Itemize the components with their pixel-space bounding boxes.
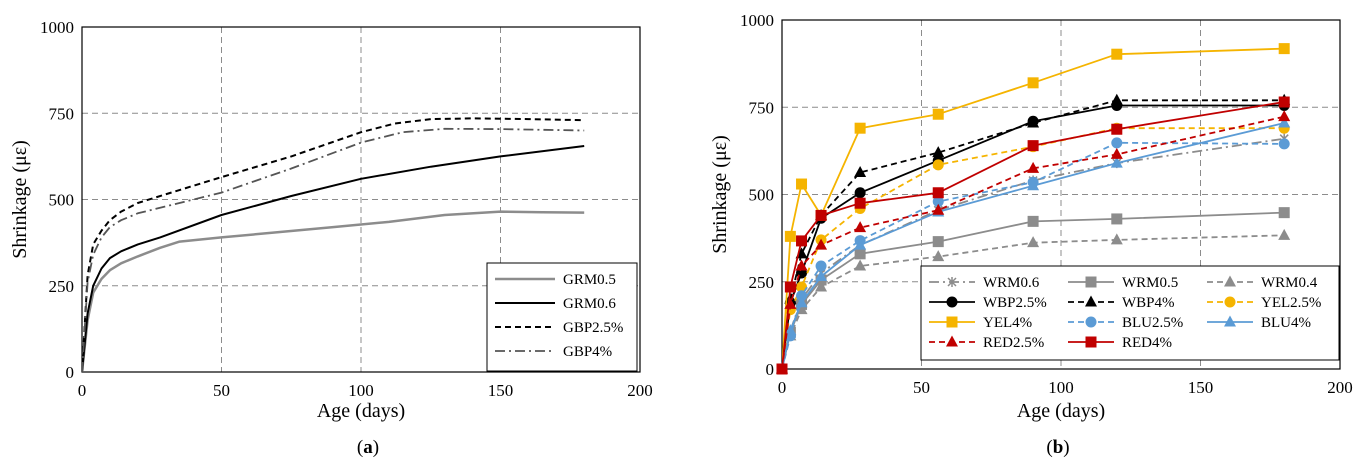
chart-panel-a: 0 50 100 150 200 0 250 500 750 1000 Age (days) Shri…: [9, 18, 653, 458]
data-point: [933, 159, 944, 170]
data-point: [816, 210, 827, 221]
data-point: [1111, 124, 1122, 135]
legend: GRM0.5 GRM0.6 GBP2.5% GBP4%: [487, 263, 637, 371]
data-point: [1279, 43, 1290, 54]
y-tick-label: 500: [749, 186, 775, 205]
data-point: [1111, 94, 1123, 105]
data-point: [777, 364, 788, 375]
legend-label: WBP2.5%: [983, 295, 1047, 311]
y-tick-label: 750: [749, 98, 775, 117]
x-tick-label: 0: [778, 378, 787, 397]
legend-label: RED2.5%: [983, 335, 1044, 351]
data-point: [932, 250, 944, 261]
legend-label: GBP4%: [563, 344, 612, 360]
y-tick-label: 250: [749, 273, 775, 292]
data-point: [1279, 207, 1290, 218]
legend-label: WRM0.4: [1261, 275, 1318, 291]
x-tick-label: 100: [1048, 378, 1074, 397]
y-tick-label: 250: [49, 277, 75, 296]
legend-marker: [1086, 317, 1097, 328]
legend-marker: [1225, 297, 1236, 308]
data-point: [933, 187, 944, 198]
legend-marker: [947, 297, 958, 308]
panel-caption: (b): [1046, 437, 1069, 458]
data-point: [1111, 233, 1123, 244]
data-point: [1111, 137, 1122, 148]
legend-label: GRM0.5: [563, 272, 616, 288]
data-point: [1028, 77, 1039, 88]
data-point: [855, 198, 866, 209]
data-point: [933, 109, 944, 120]
x-tick-label: 150: [1188, 378, 1214, 397]
x-tick-label: 50: [913, 378, 930, 397]
legend-label: RED4%: [1122, 335, 1172, 351]
chart-panel-b: 0 50 100 150 200 0 250 500 750 1000 Age (days) Shri…: [709, 11, 1353, 458]
legend-label: WRM0.5: [1122, 275, 1178, 291]
y-tick-label: 0: [66, 363, 75, 382]
legend-marker: [947, 317, 958, 328]
legend-label: YEL4%: [983, 315, 1032, 331]
y-axis-title: Shrinkage (με): [9, 140, 31, 259]
y-tick-label: 500: [49, 191, 75, 210]
x-axis-title: Age (days): [317, 400, 405, 422]
legend-label: BLU4%: [1261, 315, 1311, 331]
legend-label: GBP2.5%: [563, 320, 623, 336]
data-point: [785, 231, 796, 242]
data-point: [933, 236, 944, 247]
y-tick-label: 750: [49, 104, 75, 123]
data-point: [1111, 213, 1122, 224]
data-point: [855, 123, 866, 134]
y-tick-label: 1000: [740, 11, 774, 30]
data-point: [796, 235, 807, 246]
data-point: [1028, 216, 1039, 227]
y-axis-title: Shrinkage (με): [709, 135, 731, 254]
data-point: [785, 281, 796, 292]
panel-caption: (a): [357, 437, 379, 458]
data-point: [1278, 229, 1290, 240]
legend-marker: [1086, 337, 1097, 348]
y-tick-label: 1000: [40, 18, 74, 37]
data-point: [855, 248, 866, 259]
data-point: [1028, 140, 1039, 151]
y-tick-label: 0: [766, 360, 775, 379]
data-point: [1278, 110, 1290, 121]
legend-label: GRM0.6: [563, 296, 616, 312]
legend-label: YEL2.5%: [1261, 295, 1321, 311]
data-point: [1279, 138, 1290, 149]
data-point: [1111, 148, 1123, 159]
data-point: [796, 179, 807, 190]
x-tick-label: 150: [488, 381, 514, 400]
x-tick-label: 200: [1327, 378, 1353, 397]
x-tick-label: 100: [348, 381, 374, 400]
data-point: [1111, 49, 1122, 60]
legend-label: WRM0.6: [983, 275, 1040, 291]
data-point: [816, 261, 827, 272]
x-axis-title: Age (days): [1017, 400, 1105, 422]
data-point: [855, 187, 866, 198]
legend-label: WBP4%: [1122, 295, 1175, 311]
legend-label: BLU2.5%: [1122, 315, 1183, 331]
legend-marker: [1086, 277, 1097, 288]
x-tick-label: 0: [78, 381, 87, 400]
x-tick-label: 50: [213, 381, 230, 400]
data-point: [1279, 97, 1290, 108]
legend: WRM0.6 WRM0.5 WRM0.4 WBP2.5% WBP4% YEL2.5% YEL…: [921, 266, 1339, 360]
x-tick-label: 200: [627, 381, 653, 400]
